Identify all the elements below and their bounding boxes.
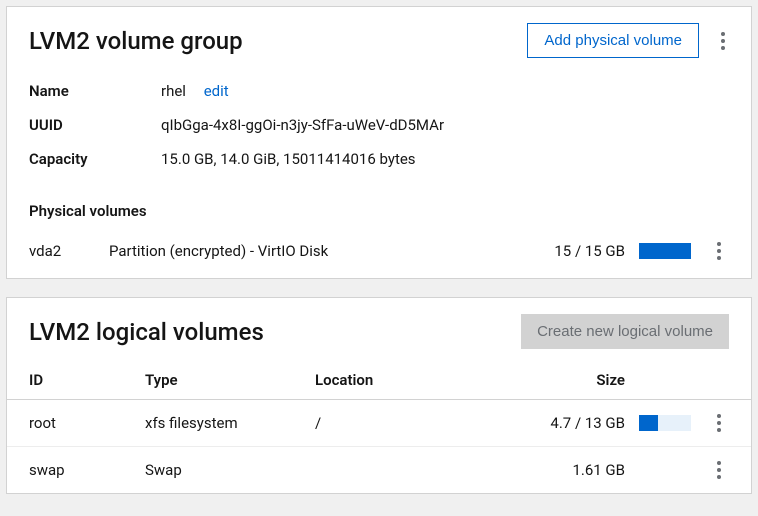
lv-type: xfs filesystem — [145, 414, 315, 432]
uuid-label: UUID — [29, 116, 161, 134]
col-location-header: Location — [315, 371, 515, 389]
edit-name-link[interactable]: edit — [204, 82, 229, 100]
add-physical-volume-button[interactable]: Add physical volume — [527, 23, 699, 58]
vg-capacity-row: Capacity 15.0 GB, 14.0 GiB, 15011414016 … — [29, 142, 729, 176]
capacity-label: Capacity — [29, 150, 161, 168]
pv-row[interactable]: vda2 Partition (encrypted) - VirtIO Disk… — [7, 228, 751, 278]
name-label: Name — [29, 82, 161, 100]
capacity-value: 15.0 GB, 14.0 GiB, 15011414016 bytes — [161, 150, 416, 168]
physical-volumes-label: Physical volumes — [7, 190, 751, 228]
pv-kebab-icon[interactable] — [713, 238, 725, 264]
col-id-header: ID — [29, 371, 145, 389]
vg-uuid-row: UUID qIbGga-4x8I-ggOi-n3jy-SfFa-uWeV-dD5… — [29, 108, 729, 142]
col-size-header: Size — [515, 371, 625, 389]
pv-size: 15 / 15 GB — [554, 242, 625, 260]
vg-name: rhel — [161, 82, 186, 100]
lv-usage-bar — [639, 415, 691, 431]
pv-usage-bar — [639, 243, 691, 259]
uuid-value: qIbGga-4x8I-ggOi-n3jy-SfFa-uWeV-dD5MAr — [161, 116, 444, 134]
lv-kebab-icon[interactable] — [713, 457, 725, 483]
lv-type: Swap — [145, 461, 315, 479]
lv-location: / — [315, 414, 515, 432]
lv-id: root — [29, 414, 145, 432]
col-type-header: Type — [145, 371, 315, 389]
vg-title: LVM2 volume group — [29, 27, 243, 55]
vg-header-actions: Add physical volume — [527, 23, 729, 58]
table-row[interactable]: swapSwap 1.61 GB — [7, 447, 751, 493]
vg-kebab-icon[interactable] — [717, 28, 729, 54]
logical-volumes-card: LVM2 logical volumes Create new logical … — [6, 297, 752, 494]
lv-header-actions: Create new logical volume — [521, 314, 729, 349]
lv-table: ID Type Location Size rootxfs filesystem… — [7, 357, 751, 493]
lv-size: 1.61 GB — [515, 461, 625, 479]
pv-id: vda2 — [29, 242, 109, 260]
create-logical-volume-button[interactable]: Create new logical volume — [521, 314, 729, 349]
lv-title: LVM2 logical volumes — [29, 318, 264, 346]
name-value: rhel edit — [161, 82, 229, 100]
table-row[interactable]: rootxfs filesystem/4.7 / 13 GB — [7, 400, 751, 447]
vg-details: Name rhel edit UUID qIbGga-4x8I-ggOi-n3j… — [7, 66, 751, 190]
lv-kebab-icon[interactable] — [713, 410, 725, 436]
lv-id: swap — [29, 461, 145, 479]
lv-size: 4.7 / 13 GB — [515, 414, 625, 432]
lv-header: LVM2 logical volumes Create new logical … — [7, 298, 751, 357]
vg-name-row: Name rhel edit — [29, 74, 729, 108]
volume-group-card: LVM2 volume group Add physical volume Na… — [6, 6, 752, 279]
pv-description: Partition (encrypted) - VirtIO Disk — [109, 242, 554, 260]
lv-table-header: ID Type Location Size — [7, 357, 751, 400]
vg-header: LVM2 volume group Add physical volume — [7, 7, 751, 66]
